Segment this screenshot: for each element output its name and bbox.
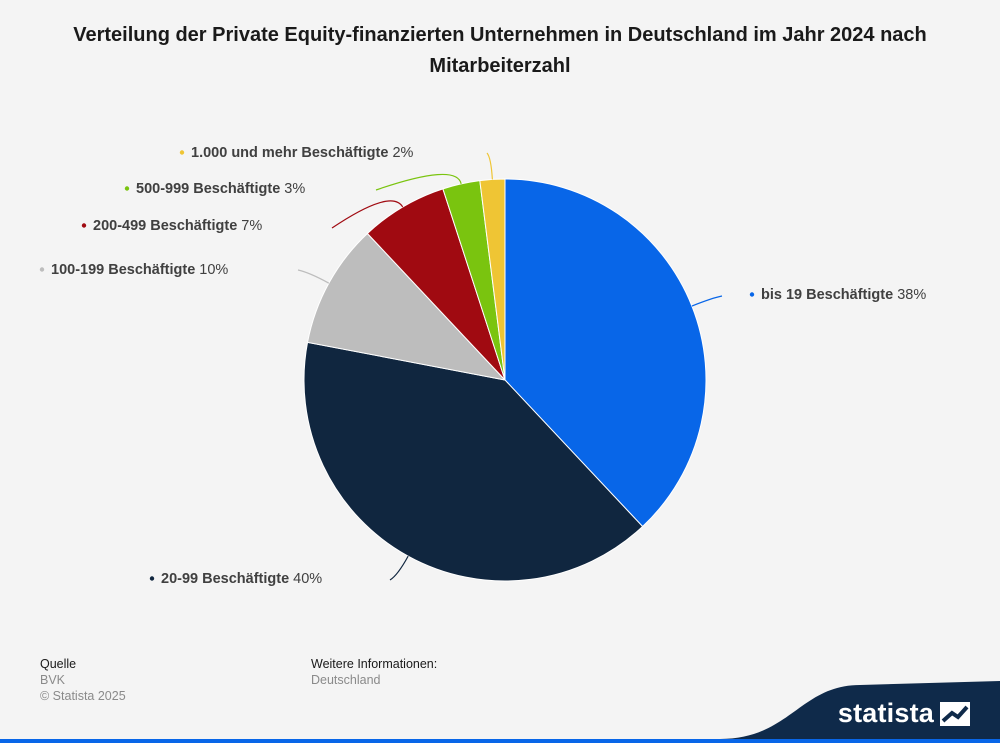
label-bullet-200-499-besch-ftigte [81, 223, 87, 228]
label-bullet-bis-19-besch-ftigte [749, 292, 755, 297]
brand-name: statista [837, 698, 934, 728]
label-bullet-1-000-und-mehr-besch-ftigte [179, 150, 185, 155]
leader-line-bis-19-besch-ftigte [691, 295, 723, 307]
label-bullet-500-999-besch-ftigte [124, 186, 130, 191]
pie-slice-20-99-besch-ftigte[interactable] [303, 341, 644, 582]
brand-band [0, 681, 1000, 743]
leader-line-1-000-und-mehr-besch-ftigte [486, 152, 493, 180]
label-bullet-100-199-besch-ftigte [39, 267, 45, 272]
slice-label-200-499-besch-ftigte: 200-499 Beschäftigte 7% [93, 218, 262, 234]
statista-logo[interactable]: statista [838, 698, 970, 729]
leader-line-500-999-besch-ftigte [375, 173, 462, 191]
pie-slice-1-000-und-mehr-besch-ftigte[interactable] [479, 178, 506, 381]
source-value: BVK [40, 673, 66, 687]
leader-line-100-199-besch-ftigte [297, 269, 330, 284]
copyright: © Statista 2025 [40, 689, 126, 703]
slice-label-1-000-und-mehr-besch-ftigte: 1.000 und mehr Beschäftigte 2% [191, 145, 414, 161]
leader-line-20-99-besch-ftigte [389, 555, 409, 581]
statista-logo-icon [940, 701, 970, 726]
source-heading: Quelle [40, 657, 77, 671]
source-block: Quelle BVK © Statista 2025 [40, 656, 126, 704]
label-bullet-20-99-besch-ftigte [149, 576, 155, 581]
pie-slice-100-199-besch-ftigte[interactable] [306, 232, 507, 381]
info-block: Weitere Informationen: Deutschland [311, 656, 437, 688]
pie-slice-bis-19-besch-ftigte[interactable] [504, 178, 707, 528]
slice-label-bis-19-besch-ftigte: bis 19 Beschäftigte 38% [761, 287, 926, 303]
slice-label-500-999-besch-ftigte: 500-999 Beschäftigte 3% [136, 181, 305, 197]
leader-line-200-499-besch-ftigte [331, 200, 404, 229]
slice-label-100-199-besch-ftigte: 100-199 Beschäftigte 10% [51, 262, 228, 278]
chart-title: Verteilung der Private Equity-finanziert… [73, 24, 927, 77]
info-value: Deutschland [311, 673, 381, 687]
info-heading: Weitere Informationen: [311, 657, 438, 671]
slice-label-20-99-besch-ftigte: 20-99 Beschäftigte 40% [161, 571, 322, 587]
